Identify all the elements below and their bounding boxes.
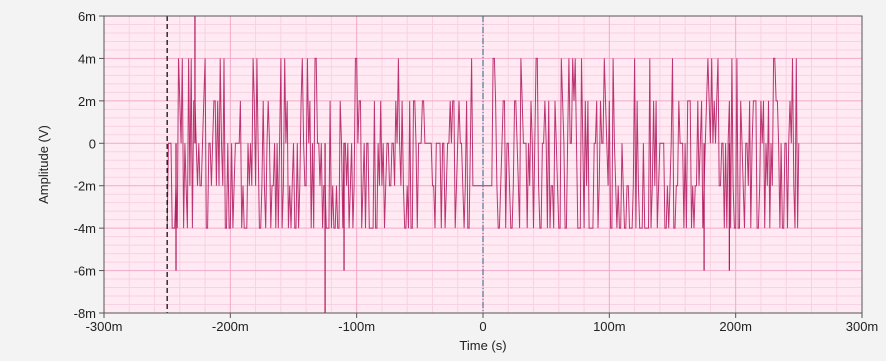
x-axis-ticks: -300m -200m -100m 0 100m 200m 300m xyxy=(86,313,879,334)
x-tick-label: -200m xyxy=(212,319,249,334)
y-tick-label: 2m xyxy=(78,94,96,109)
x-tick-label: 300m xyxy=(846,319,879,334)
x-axis-label: Time (s) xyxy=(459,338,506,353)
y-tick-label: -4m xyxy=(74,221,96,236)
x-tick-label: -300m xyxy=(86,319,123,334)
y-tick-label: -8m xyxy=(74,306,96,321)
y-tick-label: 6m xyxy=(78,9,96,24)
x-tick-label: 100m xyxy=(593,319,626,334)
x-tick-label: 0 xyxy=(479,319,486,334)
x-tick-label: -100m xyxy=(338,319,375,334)
y-tick-label: 4m xyxy=(78,51,96,66)
y-tick-label: -6m xyxy=(74,264,96,279)
y-axis-label: Amplitude (V) xyxy=(36,125,51,204)
x-tick-label: 200m xyxy=(719,319,752,334)
y-tick-label: 0 xyxy=(89,136,96,151)
cursor-lines xyxy=(166,16,484,313)
y-axis-ticks: 6m 4m 2m 0 -2m -4m -6m -8m xyxy=(74,9,104,321)
y-tick-label: -2m xyxy=(74,179,96,194)
